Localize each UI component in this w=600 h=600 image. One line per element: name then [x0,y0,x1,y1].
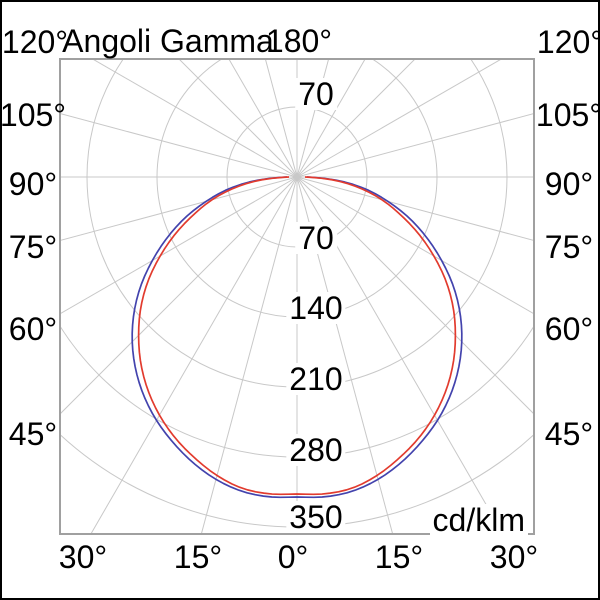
angle-label-top-180: 180° [265,23,333,59]
angle-label-top-right-120: 120° [536,24,600,60]
angle-label-left-45: 45° [8,416,58,452]
angle-label-right-75: 75° [544,229,594,265]
angle-label-bottom-15-right: 15° [374,539,424,575]
angle-label-bottom-30-right: 30° [489,539,539,575]
angle-label-right-45: 45° [544,416,594,452]
angle-label-top-left-120: 120° [1,24,69,60]
angle-label-left-90: 90° [8,166,58,202]
radial-tick-label-140: 140 [286,292,346,324]
angle-label-right-105: 105° [535,97,600,133]
angle-label-bottom-15-left: 15° [173,539,223,575]
unit-label: cd/klm [429,504,528,536]
angle-label-right-60: 60° [544,311,594,347]
angle-label-bottom-30-left: 30° [58,539,108,575]
angle-label-bottom-0: 0° [277,539,309,575]
radial-tick-label-70-upper: 70 [295,78,337,110]
radial-tick-label-70: 70 [295,222,337,254]
radial-tick-label-210: 210 [286,363,346,395]
angle-label-right-90: 90° [544,166,594,202]
radial-tick-label-280: 280 [286,434,346,466]
photometric-curve-red [137,176,457,496]
photometric-curve-blue [131,176,463,499]
angle-label-left-60: 60° [8,311,58,347]
angle-label-left-75: 75° [8,229,58,265]
plot-frame [59,58,535,535]
angle-label-left-105: 105° [0,97,67,133]
radial-tick-label-350: 350 [286,501,346,533]
chart-title: Angoli Gamma [62,23,274,59]
